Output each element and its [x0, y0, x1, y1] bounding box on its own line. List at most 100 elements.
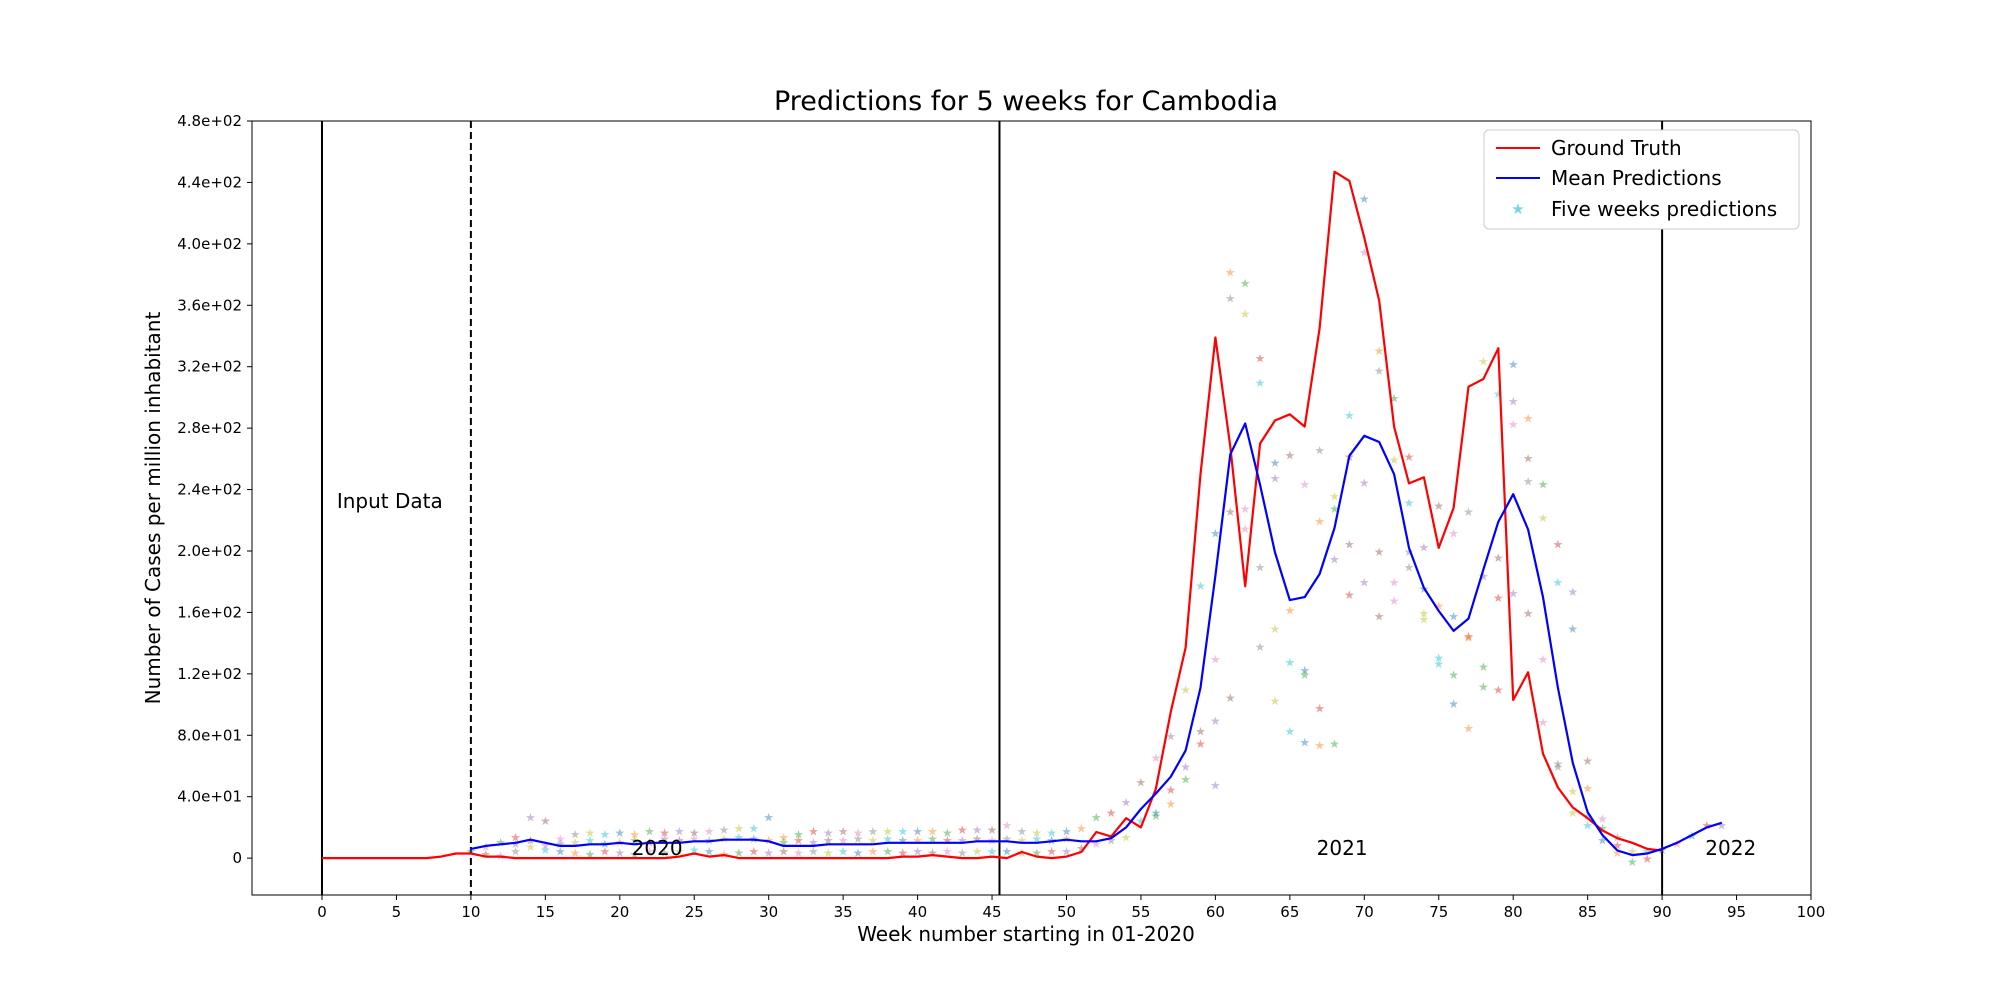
x-tick-label: 30: [759, 903, 778, 921]
prediction-star-point: ★: [1359, 576, 1370, 590]
prediction-star-point: ★: [1225, 691, 1236, 705]
prediction-star-point: ★: [1567, 585, 1578, 599]
prediction-star-point: ★: [1627, 844, 1638, 858]
prediction-star-point: ★: [1106, 834, 1117, 848]
prediction-star-point: ★: [1210, 527, 1221, 541]
prediction-star-point: ★: [585, 848, 596, 862]
prediction-star-point: ★: [1448, 527, 1459, 541]
prediction-star-point: ★: [1538, 477, 1549, 491]
prediction-star-point: ★: [1582, 782, 1593, 796]
prediction-star-point: ★: [689, 832, 700, 846]
prediction-star-point: ★: [629, 848, 640, 862]
prediction-star-point: ★: [1061, 844, 1072, 858]
prediction-star-point: ★: [882, 844, 893, 858]
x-tick-label: 95: [1727, 903, 1746, 921]
prediction-star-point: ★: [808, 825, 819, 839]
prediction-star-point: ★: [972, 823, 983, 837]
prediction-star-point: ★: [1210, 653, 1221, 667]
prediction-star-point: ★: [838, 844, 849, 858]
prediction-star-point: ★: [1523, 451, 1534, 465]
prediction-star-point: ★: [1091, 811, 1102, 825]
prediction-star-point: ★: [585, 834, 596, 848]
prediction-star-point: ★: [1136, 775, 1147, 789]
annotation-label: 2022: [1705, 836, 1756, 860]
prediction-star-point: ★: [1463, 722, 1474, 736]
prediction-star-point: ★: [1329, 490, 1340, 504]
prediction-star-point: ★: [1359, 192, 1370, 206]
prediction-star-point: ★: [793, 846, 804, 860]
prediction-star-point: ★: [1240, 522, 1251, 536]
prediction-star-point: ★: [1374, 610, 1385, 624]
prediction-star-point: ★: [838, 825, 849, 839]
prediction-star-point: ★: [704, 825, 715, 839]
legend-label-five-weeks: Five weeks predictions: [1551, 197, 1777, 221]
prediction-star-point: ★: [1136, 814, 1147, 828]
y-axis-title: Number of Cases per million inhabitant: [141, 312, 165, 705]
prediction-star-point: ★: [1567, 806, 1578, 820]
prediction-star-point: ★: [614, 846, 625, 860]
prediction-star-point: ★: [1404, 545, 1415, 559]
prediction-star-point: ★: [823, 846, 834, 860]
prediction-star-point: ★: [1701, 818, 1712, 832]
y-tick-label: 2.0e+02: [177, 542, 242, 560]
prediction-star-point: ★: [1567, 622, 1578, 636]
prediction-star-point: ★: [1150, 806, 1161, 820]
prediction-star-point: ★: [1716, 818, 1727, 832]
prediction-star-point: ★: [1344, 537, 1355, 551]
prediction-star-point: ★: [1106, 806, 1117, 820]
prediction-star-point: ★: [927, 846, 938, 860]
prediction-star-point: ★: [1463, 629, 1474, 643]
legend-swatch-star-icon: ★: [1511, 200, 1524, 218]
prediction-star-point: ★: [1329, 737, 1340, 751]
legend: Ground Truth Mean Predictions ★ Five wee…: [1483, 129, 1800, 230]
prediction-star-point: ★: [1389, 453, 1400, 467]
prediction-star-point: ★: [1195, 725, 1206, 739]
prediction-star-point: ★: [1299, 668, 1310, 682]
x-axis-title: Week number starting in 01-2020: [857, 922, 1195, 946]
prediction-star-point: ★: [1418, 606, 1429, 620]
prediction-star-point: ★: [466, 844, 477, 858]
prediction-star-point: ★: [1374, 545, 1385, 559]
prediction-star-point: ★: [674, 844, 685, 858]
prediction-star-point: ★: [1284, 725, 1295, 739]
prediction-star-point: ★: [1508, 586, 1519, 600]
prediction-star-point: ★: [1031, 846, 1042, 860]
prediction-star-point: ★: [1002, 844, 1013, 858]
prediction-star-point: ★: [1150, 809, 1161, 823]
prediction-star-point: ★: [1552, 757, 1563, 771]
prediction-star-point: ★: [1508, 395, 1519, 409]
prediction-star-point: ★: [1552, 576, 1563, 590]
prediction-star-point: ★: [659, 832, 670, 846]
prediction-star-point: ★: [987, 823, 998, 837]
x-tick-label: 5: [392, 903, 402, 921]
prediction-star-point: ★: [1225, 292, 1236, 306]
prediction-star-point: ★: [1002, 818, 1013, 832]
prediction-star-point: ★: [540, 838, 551, 852]
y-tick-label: 8.0e+01: [177, 726, 242, 744]
y-tick-label: 4.0e+02: [177, 235, 242, 253]
prediction-star-point: ★: [1374, 344, 1385, 358]
prediction-star-point: ★: [1552, 537, 1563, 551]
prediction-star-point: ★: [823, 826, 834, 840]
prediction-star-point: ★: [1493, 551, 1504, 565]
prediction-star-point: ★: [1642, 844, 1653, 858]
prediction-star-point: ★: [1225, 266, 1236, 280]
prediction-star-point: ★: [1627, 855, 1638, 869]
prediction-star-point: ★: [853, 832, 864, 846]
prediction-star-point: ★: [942, 834, 953, 848]
x-tick-label: 45: [982, 903, 1001, 921]
legend-label-ground-truth: Ground Truth: [1551, 136, 1682, 160]
annotation-label: 2020: [632, 836, 683, 860]
prediction-star-point: ★: [1582, 809, 1593, 823]
x-tick-label: 35: [834, 903, 853, 921]
prediction-star-point: ★: [1582, 818, 1593, 832]
prediction-star-point: ★: [1031, 832, 1042, 846]
prediction-star-point: ★: [689, 826, 700, 840]
prediction-star-point: ★: [778, 835, 789, 849]
prediction-star-point: ★: [1284, 448, 1295, 462]
prediction-star-point: ★: [1433, 499, 1444, 513]
prediction-star-point: ★: [897, 846, 908, 860]
prediction-star-point: ★: [1314, 739, 1325, 753]
prediction-star-point: ★: [1031, 826, 1042, 840]
